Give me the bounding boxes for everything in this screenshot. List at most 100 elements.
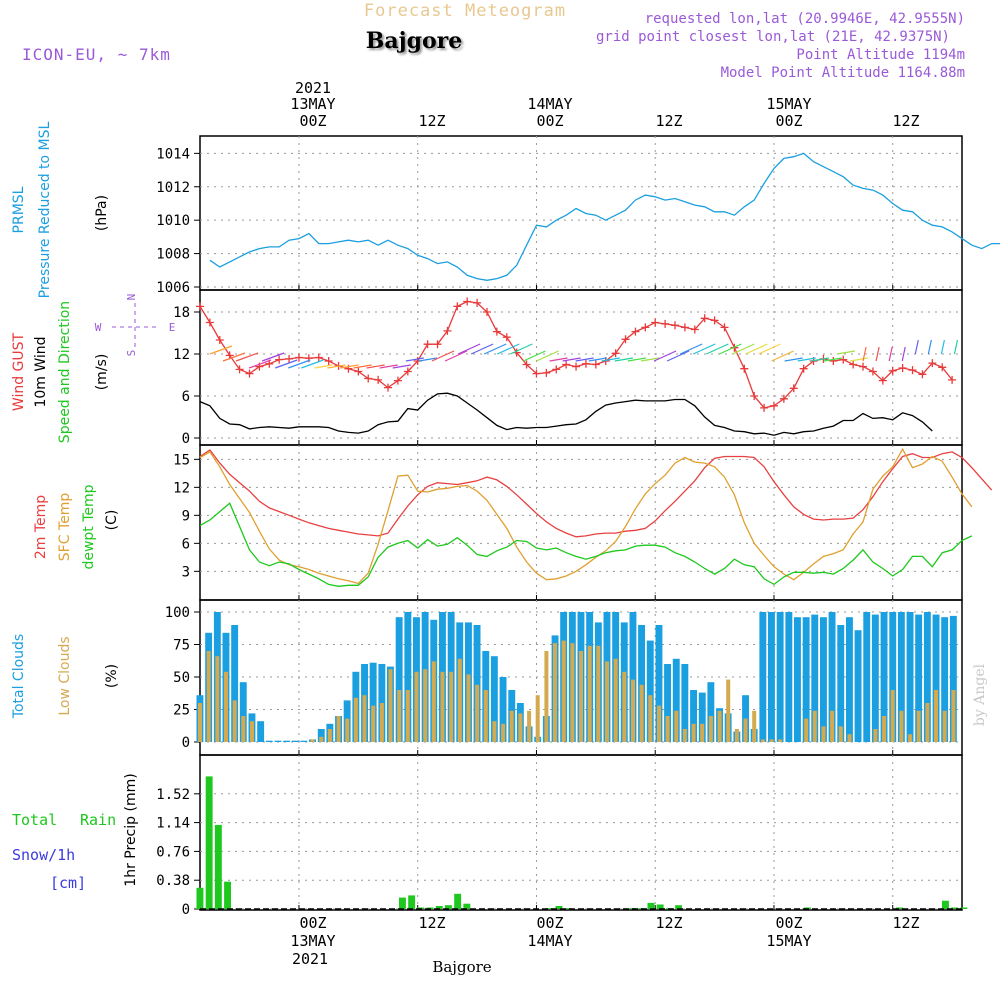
bottom-year-label: 2021 [292, 950, 328, 968]
total-clouds-bar [629, 612, 637, 742]
wind-gust-marker [878, 376, 887, 385]
panel-1-ytick-label-1: 1008 [156, 247, 190, 263]
low-clouds-bar [553, 643, 557, 742]
wind-gust-marker [542, 368, 551, 377]
wind-gust-marker [364, 374, 373, 383]
total-clouds-bar [265, 740, 273, 742]
panel-3-ytick-label-4: 15 [173, 452, 190, 468]
total-clouds-bar [949, 615, 957, 742]
low-clouds-bar [327, 729, 332, 742]
location-title: Bajgore [366, 28, 462, 54]
wind-direction-arrow [914, 339, 919, 355]
total-label: Total [12, 811, 57, 829]
wind-direction-arrow [614, 357, 633, 362]
wind-direction-arrow [666, 350, 690, 362]
low-clouds-bar [241, 716, 246, 742]
total-clouds-bar [395, 617, 403, 742]
snow-unit-label: [cm] [50, 874, 86, 892]
pressure-labels: PRMSL Pressure Reduced to MSL (hPa) [11, 121, 110, 298]
wind-gust-marker [215, 336, 224, 344]
panel-1-ytick-label-4: 1014 [156, 146, 190, 162]
forecast-title: Forecast Meteogram [364, 1, 566, 21]
wind-direction-arrow [379, 364, 398, 369]
top-tick-day-4: 15MAY [766, 95, 811, 113]
total-clouds-bar [897, 612, 905, 742]
total-clouds-bar [231, 625, 239, 742]
wind-direction-arrow [261, 352, 285, 362]
panel-5-ytick-label-0: 0 [182, 902, 190, 918]
wind-gust-marker [750, 392, 759, 400]
low-clouds-bar [691, 723, 696, 742]
low-clouds-bar [206, 651, 211, 742]
wind-direction-arrow [732, 343, 755, 355]
precip-labels: Total Rain Snow/1h [cm] 1hr Precip (mm) [12, 773, 139, 892]
top-tick-hour-2: 00Z [536, 112, 563, 130]
low-clouds-bar [414, 671, 419, 742]
rain-bar [896, 907, 903, 909]
bottom-tick-hour-1: 12Z [418, 914, 445, 932]
low-clouds-bar [648, 695, 653, 742]
low-clouds-bar [613, 658, 618, 742]
panel-4-ytick-label-2: 50 [173, 670, 190, 686]
total-clouds-bar [785, 612, 793, 742]
total-clouds-bar [854, 630, 862, 742]
cloud-labels: Total Clouds Low Clouds (%) [11, 634, 120, 719]
total-clouds-bar [499, 677, 507, 742]
wind-gust-marker [641, 323, 650, 332]
wind-gust-marker [285, 354, 294, 363]
low-clouds-bar [561, 640, 566, 742]
top-tick-day-2: 14MAY [527, 95, 572, 113]
total-clouds-bar [274, 740, 282, 742]
wind-direction-arrow [901, 346, 906, 362]
low-clouds-bar [440, 671, 445, 742]
compass-n: N [125, 294, 138, 301]
bottom-tick-hour-3: 12Z [655, 914, 682, 932]
wind-gust-marker [631, 327, 640, 336]
total-clouds-bar [239, 682, 247, 742]
wind-10m-line [199, 392, 933, 436]
wind-direction-arrow [523, 350, 546, 362]
panel-1-ytick-label-0: 1006 [156, 280, 190, 296]
prmsl-unit-label: (hPa) [94, 195, 110, 231]
low-clouds-bar [336, 716, 341, 742]
low-clouds-bar [916, 710, 921, 742]
wind-direction-arrow [797, 357, 816, 362]
low-clouds-bar [830, 710, 835, 742]
low-clouds-bar [319, 736, 324, 742]
low-clouds-bar [760, 739, 765, 742]
top-tick-hour-1: 12Z [418, 112, 445, 130]
total-clouds-bar [300, 740, 308, 742]
low-clouds-bar [717, 710, 722, 742]
wind-direction-arrow [366, 364, 385, 369]
wind-gust-marker [839, 355, 848, 364]
model-altitude: Model Point Altitude 1164.88m [721, 65, 965, 81]
low-clouds-bar [708, 716, 713, 742]
wind-direction-arrow [392, 364, 411, 369]
wind-speed-dir-label: Speed and Direction [57, 301, 73, 443]
wind-direction-arrow [588, 357, 607, 362]
top-tick-hour-0: 00Z [299, 112, 326, 130]
wind-gust-marker [868, 367, 877, 376]
wind-gust-marker [591, 360, 600, 369]
total-clouds-bar [820, 617, 827, 742]
rain-bar [675, 905, 682, 909]
total-clouds-bar [889, 612, 897, 742]
wind-direction-arrow [444, 350, 468, 362]
panel-1-frame [199, 135, 963, 291]
wind-gust-marker [393, 376, 402, 385]
wind-direction-arrow [888, 346, 893, 362]
low-clouds-bar [492, 721, 497, 742]
low-clouds-bar [535, 695, 540, 742]
total-clouds-bar [794, 617, 801, 742]
rain-bar [435, 906, 443, 909]
credit-watermark: by Angel [972, 663, 988, 726]
wind-gust-marker [779, 394, 788, 403]
total-clouds-bar [768, 612, 775, 742]
low-clouds-bar [509, 710, 514, 742]
wind-gust-marker [690, 325, 699, 334]
low-clouds-bar [483, 690, 488, 742]
low-clouds-bar [734, 729, 739, 742]
wind-direction-arrow [235, 352, 259, 362]
wind-direction-arrow [601, 357, 620, 362]
wind-10m-label: 10m Wind [33, 336, 49, 407]
